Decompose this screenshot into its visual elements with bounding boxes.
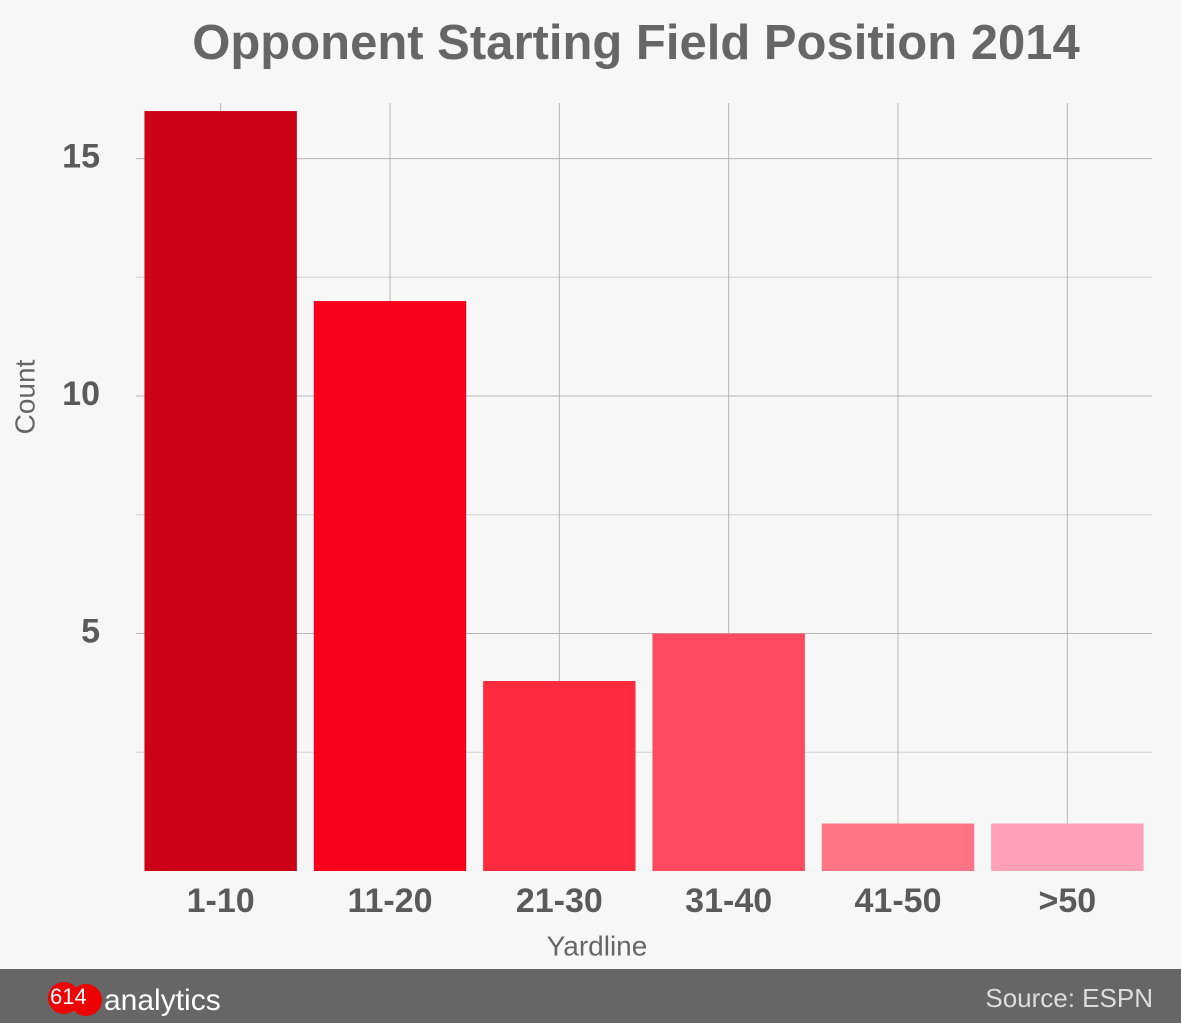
- footer-bar: [0, 969, 1181, 1023]
- logo-circle: [70, 984, 102, 1016]
- bar: [483, 681, 636, 871]
- x-tick-label: 11-20: [347, 882, 432, 920]
- y-axis-label: Count: [9, 359, 40, 434]
- logo-number: 614: [50, 984, 87, 1009]
- source: Source: ESPN: [985, 983, 1153, 1013]
- y-tick-label: 5: [81, 613, 100, 651]
- bar: [821, 823, 975, 871]
- bar: [991, 823, 1144, 871]
- y-tick-label: 10: [62, 375, 100, 413]
- x-tick-label: 21-30: [516, 882, 603, 920]
- x-tick-label: 1-10: [187, 882, 255, 920]
- y-tick-label: 15: [62, 138, 100, 176]
- bar: [652, 633, 805, 871]
- x-tick-label: 31-40: [685, 882, 772, 920]
- x-tick-label: >50: [1038, 882, 1096, 920]
- brand: analytics: [104, 984, 221, 1017]
- bar: [144, 111, 297, 871]
- x-axis-label: Yardline: [547, 930, 648, 961]
- bar: [313, 301, 467, 871]
- chart-title: Opponent Starting Field Position 2014: [192, 16, 1080, 70]
- x-tick-label: 41-50: [855, 882, 942, 920]
